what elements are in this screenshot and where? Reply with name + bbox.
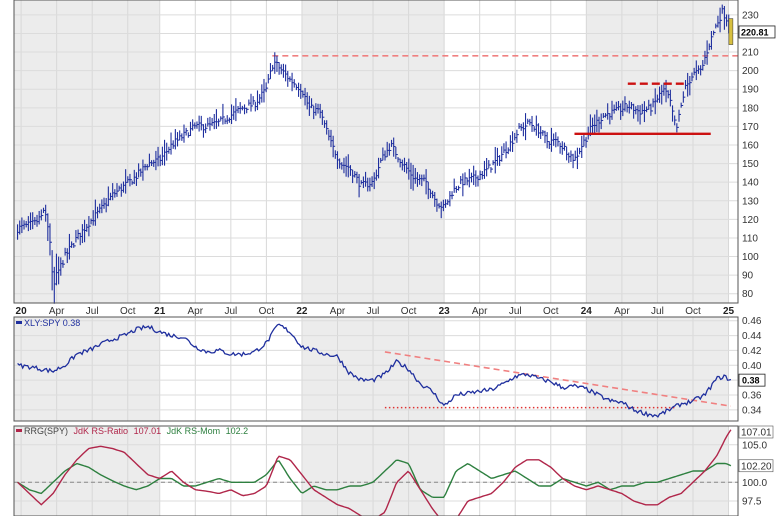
rs-last-tag (738, 373, 766, 387)
x-axis-label: Apr (330, 306, 346, 317)
rs-legend-swatch (16, 321, 22, 324)
chart-axes: 8090100110120130140150160170180190200210… (13, 0, 776, 516)
x-axis-label: Jul (224, 306, 237, 317)
x-axis-label: Apr (614, 306, 630, 317)
x-axis-label: Jul (86, 306, 99, 317)
x-axis-label: 23 (439, 306, 451, 317)
price-y-tick: 170 (742, 122, 759, 133)
price-y-tick: 190 (742, 85, 759, 96)
price-y-tick: 140 (742, 178, 759, 189)
rrg-legend: RRG(SPY) JdK RS-Ratio 107.01 JdK RS-Mom … (16, 426, 248, 436)
price-y-tick: 90 (742, 271, 754, 282)
rs-ratio-tag (738, 425, 774, 439)
price-y-tick: 100 (742, 252, 759, 263)
rs-mom-line (17, 459, 732, 498)
price-y-tick: 230 (742, 10, 759, 21)
x-axis-label: Oct (685, 306, 701, 317)
x-axis-label: 22 (296, 306, 308, 317)
last-price-marker (728, 18, 734, 45)
rs-y-tick: 0.42 (742, 346, 762, 357)
year-shade (14, 0, 160, 303)
rrg-legend-label: RRG(SPY) JdK RS-Ratio 107.01 JdK RS-Mom … (24, 426, 248, 436)
x-axis-label: Oct (543, 306, 559, 317)
price-y-tick: 180 (742, 103, 759, 114)
rs-legend-label: XLY:SPY 0.38 (24, 318, 80, 328)
rs-y-tick: 0.34 (742, 405, 762, 416)
rrg-y-tick: 100.0 (742, 478, 767, 489)
rs-mom-tag (738, 459, 774, 473)
x-axis-label: Oct (401, 306, 417, 317)
chart-legends: XLY:SPY 0.38 RRG(SPY) JdK RS-Ratio 107.0… (16, 318, 248, 436)
rs-series-line (17, 323, 732, 418)
panel-border-1 (13, 316, 739, 422)
rrg-legend-swatch (16, 429, 22, 432)
price-y-tick: 150 (742, 159, 759, 170)
rs-y-tick: 0.44 (742, 331, 762, 342)
rs-ratio-tag-label: 107.01 (741, 428, 772, 439)
price-y-tick: 130 (742, 196, 759, 207)
year-shade (14, 426, 160, 516)
rrg-panel (14, 429, 738, 516)
rs-y-tick: 0.40 (742, 361, 762, 372)
price-y-tick: 110 (742, 233, 758, 244)
price-y-tick: 80 (742, 289, 754, 300)
rrg-y-tick: 97.5 (742, 497, 762, 508)
chart-grid (14, 0, 738, 516)
rs-mom-tag-label: 102.20 (741, 461, 772, 472)
rs-ratio-line (17, 429, 732, 516)
rs-legend: XLY:SPY 0.38 (16, 318, 80, 328)
x-axis-label: 21 (154, 306, 166, 317)
x-axis-label: Apr (49, 306, 65, 317)
rs-trend-line (384, 351, 732, 407)
last-price-tag (738, 25, 776, 39)
rs-y-tick: 0.46 (742, 316, 762, 327)
relative-strength-panel (17, 323, 732, 418)
x-axis-label: Oct (259, 306, 275, 317)
price-panel (17, 4, 738, 304)
rrg-y-tick: 105.0 (742, 440, 767, 451)
x-axis-label: Apr (472, 306, 488, 317)
last-price-tag-label: 220.81 (741, 27, 769, 37)
price-y-tick: 200 (742, 66, 759, 77)
panel-border-0 (13, 0, 739, 304)
rs-y-tick: 0.36 (742, 391, 762, 402)
chart-background (14, 0, 738, 516)
price-y-tick: 160 (742, 140, 759, 151)
x-axis-label: 20 (16, 306, 28, 317)
x-axis-label: Oct (120, 306, 136, 317)
rs-last-tag-label: 0.38 (742, 376, 760, 386)
price-y-tick: 120 (742, 215, 759, 226)
price-y-tick: 210 (742, 48, 759, 59)
x-axis-label: Jul (367, 306, 380, 317)
year-shade (14, 317, 160, 421)
panel-border-2 (13, 425, 739, 516)
x-axis-label: Jul (651, 306, 664, 317)
x-axis-label: Apr (188, 306, 204, 317)
x-axis-label: Jul (509, 306, 522, 317)
x-axis-label: 25 (723, 306, 735, 317)
x-axis-label: 24 (581, 306, 593, 317)
